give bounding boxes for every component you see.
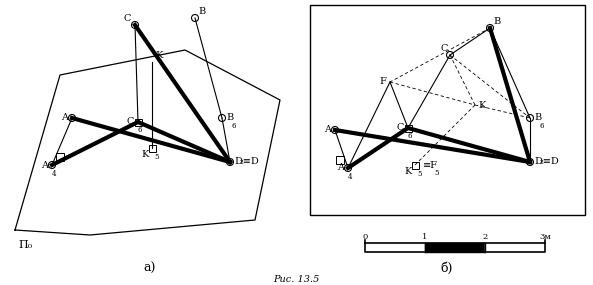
Text: Рис. 13.5: Рис. 13.5 xyxy=(273,276,319,284)
Text: 3м: 3м xyxy=(539,233,551,241)
Circle shape xyxy=(331,127,339,133)
Bar xyxy=(56,153,64,161)
Text: B: B xyxy=(226,113,233,123)
Bar xyxy=(404,125,412,131)
Text: 6: 6 xyxy=(408,132,413,140)
Text: K: K xyxy=(155,51,162,60)
Circle shape xyxy=(527,115,534,121)
Text: K: K xyxy=(142,150,149,159)
Circle shape xyxy=(132,21,139,29)
Text: K: K xyxy=(478,101,486,109)
Circle shape xyxy=(527,158,534,166)
Circle shape xyxy=(486,25,493,32)
Text: 4: 4 xyxy=(52,170,56,178)
Circle shape xyxy=(447,52,454,58)
Bar xyxy=(148,144,155,152)
Circle shape xyxy=(192,15,199,21)
Text: 2: 2 xyxy=(482,233,487,241)
Text: C: C xyxy=(441,44,448,53)
Text: 4: 4 xyxy=(348,173,352,181)
Text: F: F xyxy=(379,78,386,87)
Bar xyxy=(336,156,344,164)
Text: K: K xyxy=(404,167,412,176)
Text: а): а) xyxy=(144,262,156,274)
Text: 0: 0 xyxy=(362,233,368,241)
Text: 6: 6 xyxy=(231,122,235,130)
Text: C: C xyxy=(397,123,404,133)
Text: ₂≡D: ₂≡D xyxy=(240,158,260,166)
Text: A: A xyxy=(337,164,344,172)
Text: 6: 6 xyxy=(539,122,544,130)
Text: 6: 6 xyxy=(138,126,142,134)
Text: 5: 5 xyxy=(434,169,438,177)
Text: B: B xyxy=(493,17,500,26)
Text: 1: 1 xyxy=(422,233,428,241)
Text: B: B xyxy=(198,7,205,16)
Text: D: D xyxy=(534,158,542,166)
Circle shape xyxy=(218,115,225,121)
Text: A: A xyxy=(324,125,331,135)
Text: C: C xyxy=(123,14,131,23)
Text: B: B xyxy=(534,113,541,123)
Circle shape xyxy=(345,164,352,172)
Circle shape xyxy=(69,115,75,121)
Text: Π₀: Π₀ xyxy=(18,240,32,250)
Text: 5: 5 xyxy=(417,170,422,178)
Text: ≡F: ≡F xyxy=(423,160,438,170)
Circle shape xyxy=(227,158,234,166)
Text: D: D xyxy=(234,158,242,166)
Text: 5: 5 xyxy=(154,153,158,161)
Bar xyxy=(135,119,142,125)
Bar xyxy=(412,162,419,168)
Circle shape xyxy=(49,162,56,168)
Text: ₂≡D: ₂≡D xyxy=(540,158,560,166)
Bar xyxy=(310,5,585,215)
Text: A: A xyxy=(41,160,48,170)
Text: C: C xyxy=(127,117,134,127)
Text: A: A xyxy=(61,113,68,123)
Text: б): б) xyxy=(441,262,453,274)
